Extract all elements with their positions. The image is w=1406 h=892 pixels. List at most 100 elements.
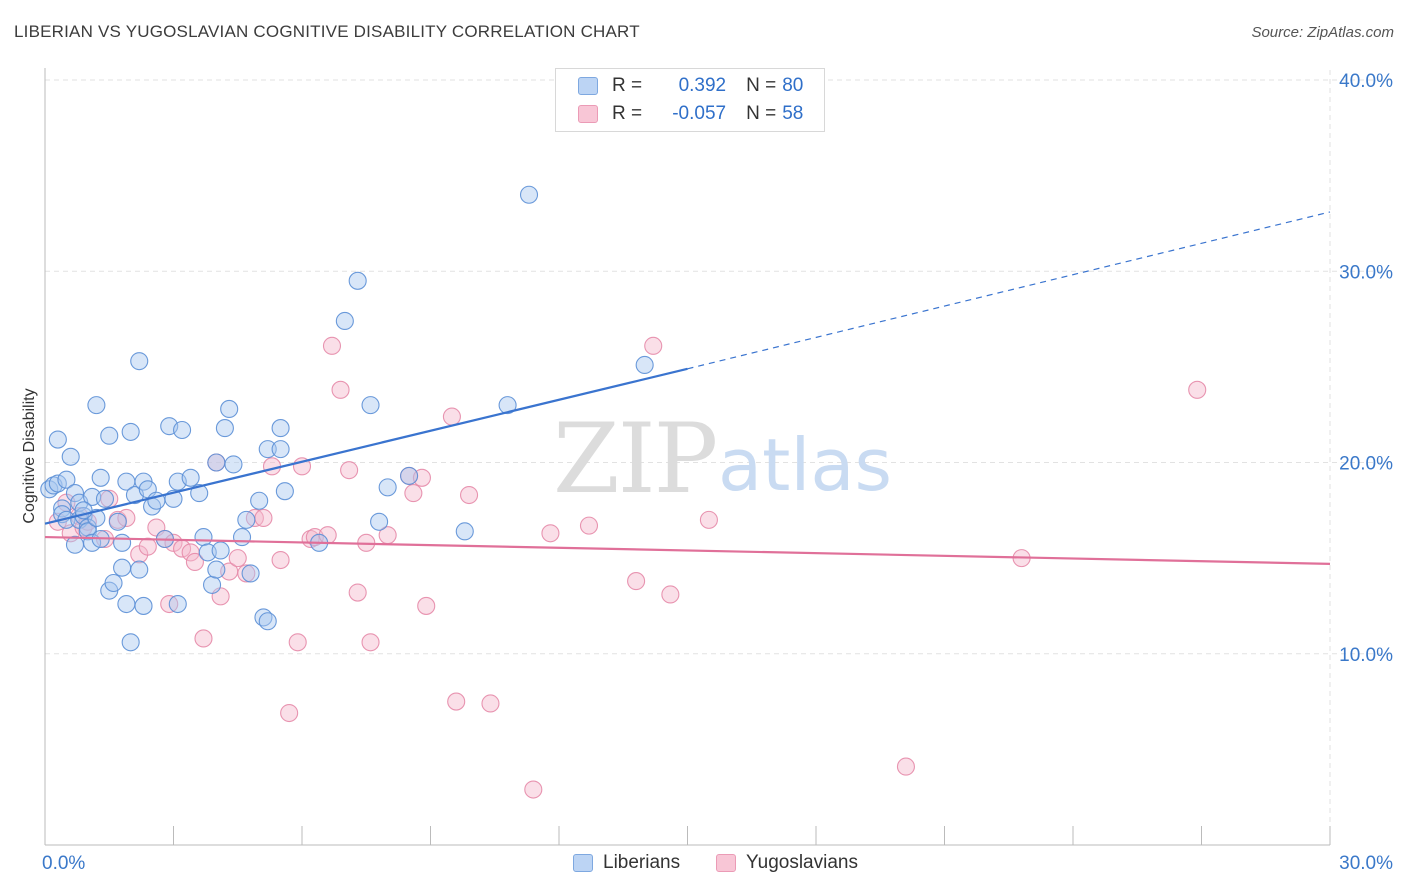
yugoslavian-point [541,524,560,543]
liberian-point [498,396,517,415]
liberian-point [65,484,85,503]
liberian-point [95,489,115,508]
yugoslavian-point [404,484,423,503]
legend-n-value: 80 [782,75,804,96]
yugoslavian-point [138,537,157,556]
yugoslavian-point [524,780,543,799]
legend-swatch-pink [578,105,598,123]
legend-r-value: 0.392 [678,75,727,96]
liberian-point [173,420,192,440]
liberian-point [190,484,209,503]
legend-row-liberians: R = 0.392 N = 80 [578,73,803,99]
legend-r-label: R = [612,103,643,124]
yugoslavian-point [228,549,247,568]
liberian-point [203,575,222,594]
yugoslavian-point [361,633,380,652]
liberian-point [370,512,389,531]
legend-n-label: N = [746,75,777,96]
liberians-trend-extension [687,211,1331,370]
yugoslavians-points [48,336,1207,799]
liberian-point [130,352,149,371]
yugoslavian-point [644,336,663,355]
legend-n-label: N = [746,103,777,124]
liberian-point [215,419,234,438]
liberian-point [211,541,230,560]
liberian-point [57,470,76,489]
liberian-point [519,185,539,204]
yugoslavian-point [254,508,273,528]
series-legend: Liberians Yugoslavians [0,852,1406,878]
liberian-point [108,512,127,531]
watermark-atlas: atlas [718,423,892,507]
liberian-point [168,594,187,614]
legend-swatch-blue [578,77,598,95]
liberian-point [100,426,119,445]
liberian-point [335,311,354,331]
liberian-point [91,468,110,487]
liberian-point [378,478,397,497]
liberian-point [181,468,200,487]
legend-label-liberians: Liberians [603,852,681,873]
yugoslavian-point [117,508,136,528]
liberian-point [87,396,106,415]
yugoslavian-point [271,550,290,570]
yugoslavian-point [288,633,307,652]
yugoslavian-point [262,457,282,476]
y-tick-label: 10.0% [1339,645,1393,666]
liberians-trend-line [44,367,688,525]
legend-item-liberians: Liberians [573,852,680,874]
liberian-point [361,396,380,415]
yugoslavian-point [442,407,461,426]
legend-r-value: -0.057 [672,103,727,124]
y-tick-label: 30.0% [1339,262,1393,283]
yugoslavian-point [185,552,204,572]
liberian-point [121,422,140,441]
liberians-points [40,185,654,652]
liberian-point [271,419,290,438]
y-tick-label: 20.0% [1339,454,1393,475]
yugoslavian-point [627,572,646,591]
liberian-point [455,522,474,541]
liberian-point [400,466,419,485]
x-tick-label: 30.0% [1339,853,1393,874]
liberian-point [117,594,136,614]
liberian-point [113,533,132,552]
yugoslavian-point [1188,380,1207,399]
liberian-point [258,440,277,459]
liberian-point [237,510,256,529]
x-tick-label: 0.0% [42,853,85,874]
liberian-point [194,528,213,547]
liberian-point [207,560,226,579]
legend-swatch-blue [573,854,593,872]
liberian-point [241,564,260,583]
yugoslavian-point [280,703,299,723]
yugoslavian-point [331,380,350,399]
yugoslavians-trend-line [44,535,1331,565]
liberian-point [348,271,367,290]
liberian-point [275,482,294,501]
legend-n-value: 58 [782,103,804,124]
liberian-point [258,612,277,631]
liberian-point [635,355,654,375]
liberian-point [104,573,123,593]
liberian-point [121,633,140,652]
liberian-point [53,499,72,518]
liberian-point [250,491,269,510]
axes [44,68,1331,846]
liberian-point [130,560,149,579]
legend-r-label: R = [612,75,643,96]
watermark-zip: ZIP [553,403,716,515]
yugoslavian-point [447,692,466,711]
y-axis-label: Cognitive Disability [21,388,38,523]
legend-row-yugoslavians: R = -0.057 N = 58 [578,101,803,127]
yugoslavian-point [699,510,718,529]
yugoslavian-point [340,461,359,480]
liberian-point [271,440,290,459]
y-tick-label: 40.0% [1339,71,1393,92]
liberian-point [134,596,153,615]
yugoslavian-point [661,585,680,604]
yugoslavian-point [237,564,256,583]
yugoslavian-point [481,694,500,713]
liberian-point [232,528,252,547]
